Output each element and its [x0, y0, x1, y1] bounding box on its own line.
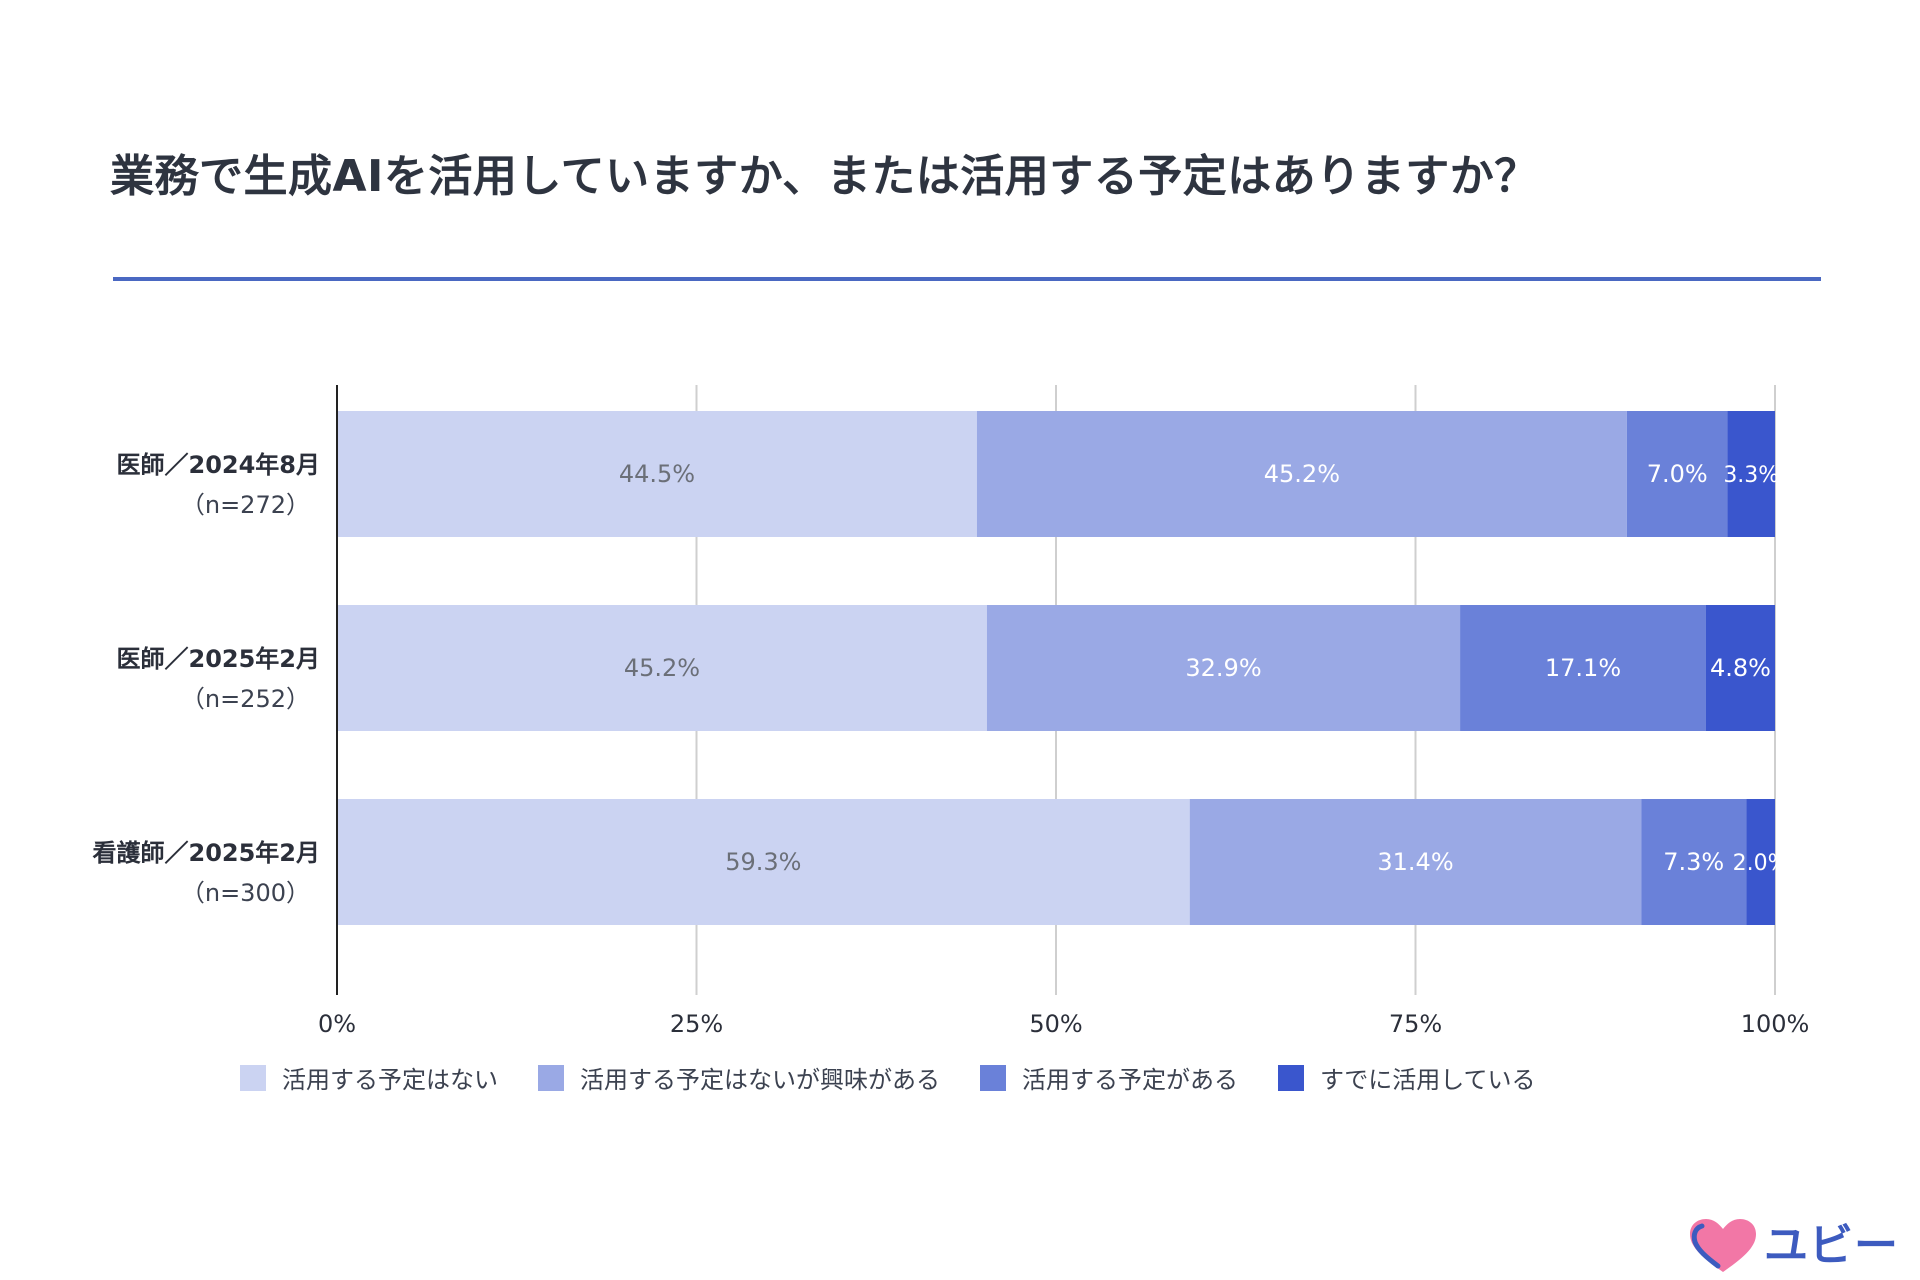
category-sublabel: （n=300） — [181, 879, 310, 907]
legend-swatch — [980, 1064, 1006, 1091]
x-tick-label: 100% — [1741, 1010, 1810, 1038]
data-label: 7.3% — [1663, 848, 1724, 876]
bar-segment — [1460, 605, 1706, 731]
bar-segment — [1727, 411, 1775, 537]
legend-swatch — [240, 1064, 266, 1091]
category-label: 看護師／2025年2月 — [93, 839, 321, 867]
legend-item: 活用する予定がある — [980, 1060, 1238, 1095]
legend-label: 活用する予定はない — [282, 1066, 498, 1094]
bar-segment — [1705, 605, 1775, 731]
data-label: 3.3% — [1723, 463, 1779, 488]
bar-segment — [1189, 799, 1642, 925]
brand-name: ユビー — [1764, 1220, 1899, 1271]
bar-segment — [1626, 411, 1728, 537]
bar-segment — [986, 605, 1461, 731]
chart-legend: 活用する予定はない 活用する予定はないが興味がある 活用する予定がある すでに活用して… — [240, 1060, 1536, 1095]
category-label: 医師／2024年8月 — [117, 451, 321, 479]
data-label: 2.0% — [1733, 851, 1789, 876]
bar-segment — [976, 411, 1627, 537]
data-label: 31.4% — [1377, 848, 1453, 876]
category-sublabel: （n=272） — [181, 491, 310, 519]
category-label: 医師／2025年2月 — [117, 645, 321, 673]
title-divider — [113, 277, 1821, 281]
legend-label: 活用する予定はないが興味がある — [580, 1066, 940, 1094]
data-label: 45.2% — [1264, 460, 1340, 488]
bar-segment — [337, 411, 977, 537]
data-label: 17.1% — [1545, 654, 1621, 682]
bar-segment — [1641, 799, 1747, 925]
data-label: 4.8% — [1710, 654, 1771, 682]
x-tick-label: 25% — [670, 1010, 723, 1038]
data-label: 45.2% — [624, 654, 700, 682]
brand-logo: ユビー — [1688, 1218, 1899, 1274]
x-tick-label: 50% — [1029, 1010, 1082, 1038]
bar-segment — [337, 799, 1190, 925]
category-sublabel: （n=252） — [181, 685, 310, 713]
legend-swatch — [538, 1064, 564, 1091]
heart-logo-icon — [1690, 1219, 1756, 1272]
data-label: 7.0% — [1647, 460, 1708, 488]
legend-item: 活用する予定はない — [240, 1060, 498, 1095]
stacked-bar-chart: 44.5% 45.2% 7.0% 3.3% 医師／2024年8月 （n=272） 45.2%… — [93, 385, 1810, 1038]
bar-segment — [337, 605, 987, 731]
bar-segment — [1746, 799, 1775, 925]
data-label: 32.9% — [1185, 654, 1261, 682]
x-tick-label: 75% — [1389, 1010, 1442, 1038]
legend-item: 活用する予定はないが興味がある — [538, 1060, 940, 1095]
chart-title: 業務で生成AIを活用していますか、または活用する予定はありますか？ — [110, 151, 1539, 202]
legend-label: 活用する予定がある — [1022, 1066, 1238, 1094]
legend-item: すでに活用している — [1278, 1060, 1536, 1095]
data-label: 59.3% — [725, 848, 801, 876]
x-tick-label: 0% — [318, 1010, 356, 1038]
legend-swatch — [1278, 1064, 1304, 1091]
data-label: 44.5% — [619, 460, 695, 488]
legend-label: すでに活用している — [1320, 1066, 1536, 1094]
